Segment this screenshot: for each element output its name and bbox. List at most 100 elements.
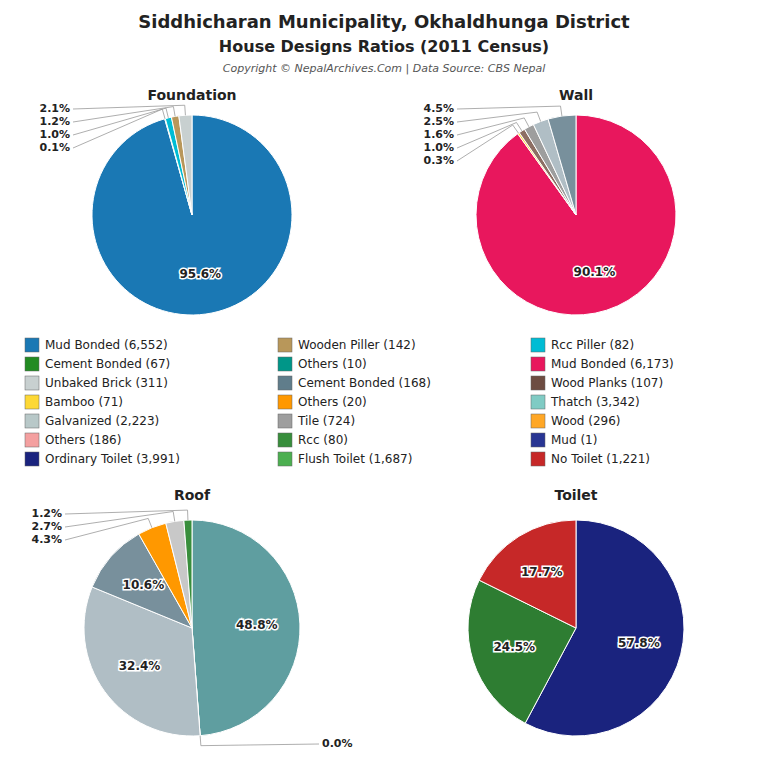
pie-chart: 90.1% 0.3%1.0%1.6%2.5%4.5% bbox=[423, 102, 676, 315]
legend-label: Rcc Piller (82) bbox=[551, 338, 634, 352]
slice bbox=[548, 115, 576, 215]
legend-item: Cement Bonded (67) bbox=[25, 357, 170, 372]
legend-label: Mud Bonded (6,552) bbox=[45, 338, 168, 352]
legend-label: Bamboo (71) bbox=[45, 395, 123, 409]
data-label: 10.6% bbox=[123, 578, 165, 592]
leader-line bbox=[65, 518, 152, 540]
legend-label: Tile (724) bbox=[297, 414, 355, 428]
data-label: 48.8% bbox=[236, 618, 278, 632]
slices bbox=[468, 520, 684, 736]
slice bbox=[171, 116, 192, 215]
slice bbox=[479, 520, 576, 628]
data-label: 0.0% bbox=[322, 737, 353, 750]
legend-label: Others (10) bbox=[298, 357, 367, 371]
legend-swatch bbox=[278, 414, 292, 428]
legend-label: Wooden Piller (142) bbox=[298, 338, 416, 352]
legend-item: Galvanized (2,223) bbox=[25, 414, 159, 429]
data-label: 17.7% bbox=[521, 565, 563, 579]
slices bbox=[476, 115, 676, 315]
legend-item: Tile (724) bbox=[278, 414, 355, 429]
pie-chart: 57.8%24.5%17.7% bbox=[468, 520, 684, 736]
legend-label: Rcc (80) bbox=[298, 433, 348, 447]
data-labels: 57.8%24.5%17.7% bbox=[493, 565, 659, 654]
legend-swatch bbox=[278, 395, 292, 409]
legend-label: Unbaked Brick (311) bbox=[45, 376, 168, 390]
legend-label: Thatch (3,342) bbox=[550, 395, 640, 409]
legend-item: Thatch (3,342) bbox=[531, 395, 640, 410]
legend: Mud Bonded (6,552) Cement Bonded (67) Unba… bbox=[25, 338, 674, 467]
legend-label: Others (20) bbox=[298, 395, 367, 409]
leader-line bbox=[457, 125, 518, 161]
legend-item: Unbaked Brick (311) bbox=[25, 376, 168, 391]
legend-item: Flush Toilet (1,687) bbox=[278, 452, 412, 467]
subtitle: House Designs Ratios (2011 Census) bbox=[219, 37, 549, 56]
slice bbox=[476, 115, 676, 315]
data-label: 57.8% bbox=[618, 636, 660, 650]
legend-item: Rcc (80) bbox=[278, 433, 348, 448]
legend-swatch bbox=[25, 357, 39, 371]
leader-line bbox=[73, 107, 175, 122]
legend-item: Mud (1) bbox=[531, 433, 597, 448]
legend-swatch bbox=[25, 414, 39, 428]
legend-swatch bbox=[531, 452, 545, 466]
legend-item: Mud Bonded (6,552) bbox=[25, 338, 168, 353]
leader-line bbox=[457, 112, 541, 122]
legend-item: Rcc Piller (82) bbox=[531, 338, 634, 353]
legend-swatch bbox=[531, 357, 545, 371]
legend-label: Mud (1) bbox=[551, 433, 597, 447]
pie-chart: 95.6%0.1%1.0%1.2%2.1% bbox=[39, 102, 292, 315]
legend-swatch bbox=[25, 376, 39, 390]
legend-item: Others (20) bbox=[278, 395, 367, 410]
chart-title: Toilet bbox=[554, 487, 597, 503]
slices bbox=[84, 520, 300, 736]
legend-swatch bbox=[25, 452, 39, 466]
legend-swatch bbox=[25, 433, 39, 447]
slice bbox=[92, 115, 292, 315]
legend-label: Others (186) bbox=[45, 433, 121, 447]
data-label: 1.0% bbox=[423, 141, 454, 154]
data-label: 4.5% bbox=[423, 102, 454, 115]
data-label: 1.0% bbox=[39, 128, 70, 141]
leader-line bbox=[65, 510, 188, 520]
legend-label: Flush Toilet (1,687) bbox=[298, 452, 412, 466]
legend-item: Others (186) bbox=[25, 433, 121, 448]
data-label: 0.3% bbox=[423, 154, 454, 167]
legend-item: Wood (296) bbox=[531, 414, 621, 429]
legend-item: Ordinary Toilet (3,991) bbox=[25, 452, 180, 467]
legend-label: Cement Bonded (67) bbox=[45, 357, 170, 371]
data-label: 2.1% bbox=[39, 102, 70, 115]
legend-label: Galvanized (2,223) bbox=[45, 414, 159, 428]
legend-swatch bbox=[278, 338, 292, 352]
legend-label: Ordinary Toilet (3,991) bbox=[45, 452, 180, 466]
legend-label: Cement Bonded (168) bbox=[298, 376, 431, 390]
data-label: 4.3% bbox=[31, 533, 62, 546]
data-labels: 48.8%32.4%10.6%0.0%4.3%2.7%1.2% bbox=[31, 507, 352, 750]
legend-label: No Toilet (1,221) bbox=[551, 452, 650, 466]
legend-item: No Toilet (1,221) bbox=[531, 452, 650, 467]
slice bbox=[179, 115, 192, 215]
data-labels: 90.1% 0.3%1.0%1.6%2.5%4.5% bbox=[423, 102, 615, 279]
chart-title: Wall bbox=[559, 87, 593, 103]
data-labels: 95.6%0.1%1.0%1.2%2.1% bbox=[39, 102, 221, 281]
leader-line bbox=[200, 736, 319, 746]
chart-root: Siddhicharan Municipality, Okhaldhunga D… bbox=[0, 0, 768, 768]
legend-swatch bbox=[25, 338, 39, 352]
legend-label: Mud Bonded (6,173) bbox=[551, 357, 674, 371]
data-label: 32.4% bbox=[119, 659, 161, 673]
title: Siddhicharan Municipality, Okhaldhunga D… bbox=[138, 11, 630, 32]
legend-swatch bbox=[278, 357, 292, 371]
chart-title: Roof bbox=[174, 487, 211, 503]
legend-item: Bamboo (71) bbox=[25, 395, 123, 410]
legend-swatch bbox=[25, 395, 39, 409]
legend-item: Mud Bonded (6,173) bbox=[531, 357, 674, 372]
data-label: 1.6% bbox=[423, 128, 454, 141]
pie-chart: 48.8%32.4%10.6%0.0%4.3%2.7%1.2% bbox=[31, 507, 352, 750]
slices bbox=[92, 115, 292, 315]
legend-label: Wood Planks (107) bbox=[551, 376, 663, 390]
data-label: 90.1% bbox=[574, 265, 616, 279]
leader-line bbox=[457, 106, 562, 116]
leader-line bbox=[73, 108, 168, 135]
legend-swatch bbox=[278, 376, 292, 390]
legend-item: Wooden Piller (142) bbox=[278, 338, 416, 353]
data-label: 2.5% bbox=[423, 115, 454, 128]
